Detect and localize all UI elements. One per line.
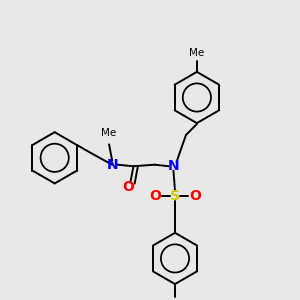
Text: Me: Me: [189, 48, 205, 58]
Text: S: S: [170, 189, 180, 203]
Text: N: N: [168, 159, 179, 173]
Text: O: O: [189, 189, 201, 203]
Text: O: O: [149, 189, 161, 203]
Text: N: N: [106, 158, 118, 172]
Text: Me: Me: [101, 128, 117, 138]
Text: O: O: [122, 180, 134, 194]
